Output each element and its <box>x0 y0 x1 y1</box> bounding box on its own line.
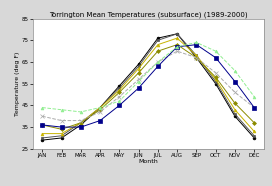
8-Mean <box>253 122 256 124</box>
2.25-Mean <box>118 87 121 89</box>
1-Mean <box>156 37 159 39</box>
X-axis label: Month: Month <box>138 159 158 164</box>
8-Mean <box>79 122 82 124</box>
8-Mean <box>156 50 159 52</box>
72-In <box>137 80 140 83</box>
40-In <box>118 104 121 107</box>
Line: 20-In: 20-In <box>41 49 256 122</box>
20-In <box>137 78 140 81</box>
4-Mean <box>118 89 121 91</box>
4-Mean <box>214 78 217 81</box>
40-In <box>175 46 179 48</box>
2.25-Mean <box>214 80 217 83</box>
8-Mean <box>233 102 237 104</box>
4-Mean <box>195 54 198 57</box>
Line: 40-In: 40-In <box>41 43 256 129</box>
1-Mean <box>233 115 237 117</box>
8-Mean <box>175 44 179 46</box>
2.25-Mean <box>98 106 102 109</box>
Y-axis label: Temperature (deg F): Temperature (deg F) <box>15 52 20 116</box>
2.25-Mean <box>41 137 44 139</box>
Line: 1-Mean: 1-Mean <box>41 32 256 142</box>
1-Mean <box>98 106 102 109</box>
Line: 4-Mean: 4-Mean <box>41 37 256 135</box>
Title: Torrington Mean Temperatures (subsurface) (1989-2000): Torrington Mean Temperatures (subsurface… <box>49 12 248 18</box>
40-In <box>98 119 102 122</box>
4-Mean <box>41 132 44 135</box>
1-Mean <box>214 83 217 85</box>
1-Mean <box>175 33 179 35</box>
2.25-Mean <box>79 122 82 124</box>
40-In <box>233 80 237 83</box>
72-In <box>195 41 198 44</box>
1-Mean <box>253 137 256 139</box>
40-In <box>137 87 140 89</box>
20-In <box>156 61 159 63</box>
8-Mean <box>137 72 140 74</box>
40-In <box>253 106 256 109</box>
72-In <box>214 50 217 52</box>
72-In <box>233 70 237 72</box>
8-Mean <box>60 128 63 130</box>
1-Mean <box>137 63 140 65</box>
4-Mean <box>60 132 63 135</box>
2.25-Mean <box>253 135 256 137</box>
40-In <box>195 44 198 46</box>
40-In <box>60 126 63 128</box>
4-Mean <box>233 109 237 111</box>
2.25-Mean <box>60 135 63 137</box>
2.25-Mean <box>156 39 159 41</box>
4-Mean <box>156 44 159 46</box>
2.25-Mean <box>137 65 140 68</box>
20-In <box>118 96 121 98</box>
72-In <box>175 46 179 48</box>
40-In <box>214 57 217 59</box>
2.25-Mean <box>233 113 237 115</box>
2.25-Mean <box>175 33 179 35</box>
4-Mean <box>253 130 256 133</box>
Line: 72-In: 72-In <box>41 41 256 113</box>
20-In <box>98 111 102 113</box>
8-Mean <box>41 124 44 126</box>
72-In <box>41 106 44 109</box>
8-Mean <box>214 76 217 78</box>
72-In <box>60 109 63 111</box>
20-In <box>41 115 44 117</box>
8-Mean <box>195 57 198 59</box>
20-In <box>60 119 63 122</box>
20-In <box>214 72 217 74</box>
20-In <box>175 50 179 52</box>
Line: 2.25-Mean: 2.25-Mean <box>41 32 256 139</box>
1-Mean <box>60 137 63 139</box>
20-In <box>79 119 82 122</box>
72-In <box>156 61 159 63</box>
40-In <box>41 124 44 126</box>
1-Mean <box>195 57 198 59</box>
72-In <box>98 106 102 109</box>
4-Mean <box>137 67 140 70</box>
20-In <box>253 106 256 109</box>
Line: 8-Mean: 8-Mean <box>41 43 256 131</box>
8-Mean <box>98 109 102 111</box>
40-In <box>79 126 82 128</box>
4-Mean <box>98 106 102 109</box>
72-In <box>118 100 121 102</box>
72-In <box>253 96 256 98</box>
20-In <box>233 91 237 94</box>
4-Mean <box>79 122 82 124</box>
1-Mean <box>41 139 44 141</box>
8-Mean <box>118 91 121 94</box>
20-In <box>195 57 198 59</box>
1-Mean <box>118 85 121 87</box>
40-In <box>156 65 159 68</box>
2.25-Mean <box>195 54 198 57</box>
4-Mean <box>175 37 179 39</box>
72-In <box>79 111 82 113</box>
1-Mean <box>79 124 82 126</box>
